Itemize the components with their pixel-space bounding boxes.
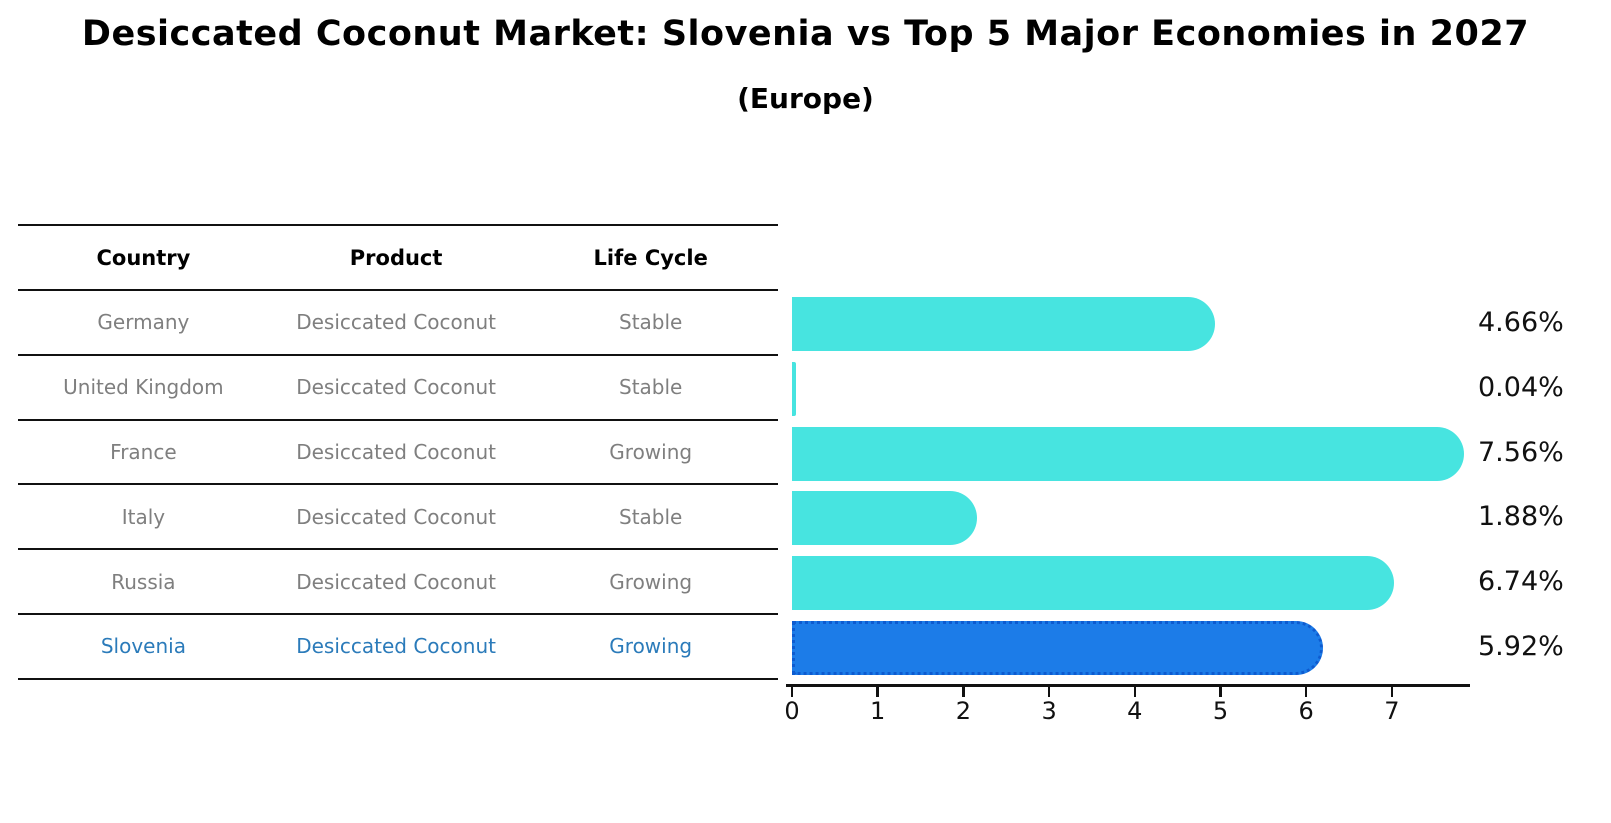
life-cycle-cell: Stable <box>619 504 683 529</box>
country-cell: Slovenia <box>100 634 186 659</box>
x-tick-label-1: 1 <box>870 697 886 725</box>
table-row-russia: Russia Desiccated Coconut Growing <box>18 550 778 615</box>
table-header-life-cycle: Life Cycle <box>593 245 708 270</box>
value-label-italy: 1.88% <box>1478 501 1564 533</box>
table-row-germany: Germany Desiccated Coconut Stable <box>18 291 778 356</box>
x-tick-label-6: 6 <box>1298 697 1314 725</box>
product-cell: Desiccated Coconut <box>296 634 496 659</box>
bar-germany <box>792 297 1216 351</box>
country-cell: France <box>110 439 177 464</box>
table-header-product: Product <box>349 245 443 270</box>
life-cycle-cell: Stable <box>619 375 683 400</box>
life-cycle-cell: Stable <box>619 310 683 335</box>
value-label-france: 7.56% <box>1478 436 1564 468</box>
x-tick-mark-7 <box>1390 687 1394 697</box>
table-header-country: Country <box>96 245 191 270</box>
country-cell: Germany <box>97 310 190 335</box>
value-label-slovenia: 5.92% <box>1478 631 1564 662</box>
product-cell: Desiccated Coconut <box>296 375 496 400</box>
bar-italy <box>792 491 978 546</box>
x-tick-label-0: 0 <box>784 697 800 725</box>
country-cell: Italy <box>121 504 166 529</box>
product-cell: Desiccated Coconut <box>296 569 496 594</box>
country-cell: Russia <box>111 569 176 594</box>
product-cell: Desiccated Coconut <box>296 504 496 529</box>
value-label-united-kingdom: 0.04% <box>1478 371 1564 403</box>
country-cell: United Kingdom <box>63 375 224 400</box>
x-axis-spine <box>786 684 1470 687</box>
value-label-russia: 6.74% <box>1478 566 1564 598</box>
x-tick-mark-1 <box>876 687 879 697</box>
bar-united-kingdom <box>792 361 797 416</box>
x-tick-label-3: 3 <box>1041 697 1057 725</box>
x-tick-mark-3 <box>1047 687 1051 697</box>
table-body: Germany Desiccated Coconut Stable United Ki… <box>18 291 778 680</box>
bar-russia <box>792 556 1394 611</box>
product-cell: Desiccated Coconut <box>296 310 496 335</box>
table-row-slovenia: Slovenia Desiccated Coconut Growing <box>18 615 778 680</box>
life-cycle-cell: Growing <box>609 439 693 464</box>
table-row-united-kingdom: United Kingdom Desiccated Coconut Stable <box>18 356 778 421</box>
x-tick-mark-6 <box>1304 687 1308 697</box>
x-tick-mark-4 <box>1133 687 1137 697</box>
bar-slovenia <box>792 621 1324 675</box>
chart-title: Desiccated Coconut Market: Slovenia vs T… <box>81 14 1530 54</box>
bar-france <box>792 426 1464 481</box>
x-tick-mark-0 <box>790 687 794 697</box>
product-cell: Desiccated Coconut <box>296 439 496 464</box>
life-cycle-cell: Growing <box>609 634 693 659</box>
table-row-france: France Desiccated Coconut Growing <box>18 421 778 486</box>
value-label-germany: 4.66% <box>1478 307 1564 338</box>
country-table: Country Product Life Cycle Germany Desicc… <box>18 224 778 680</box>
x-tick-label-2: 2 <box>955 697 972 725</box>
x-tick-mark-2 <box>962 687 965 697</box>
chart-subtitle: (Europe) <box>737 82 874 115</box>
x-tick-mark-5 <box>1219 687 1222 697</box>
x-tick-label-7: 7 <box>1384 697 1400 725</box>
table-header-row: Country Product Life Cycle <box>18 226 778 291</box>
x-tick-label-4: 4 <box>1127 697 1143 725</box>
x-tick-label-5: 5 <box>1212 697 1229 725</box>
life-cycle-cell: Growing <box>609 569 693 594</box>
table-row-italy: Italy Desiccated Coconut Stable <box>18 485 778 551</box>
